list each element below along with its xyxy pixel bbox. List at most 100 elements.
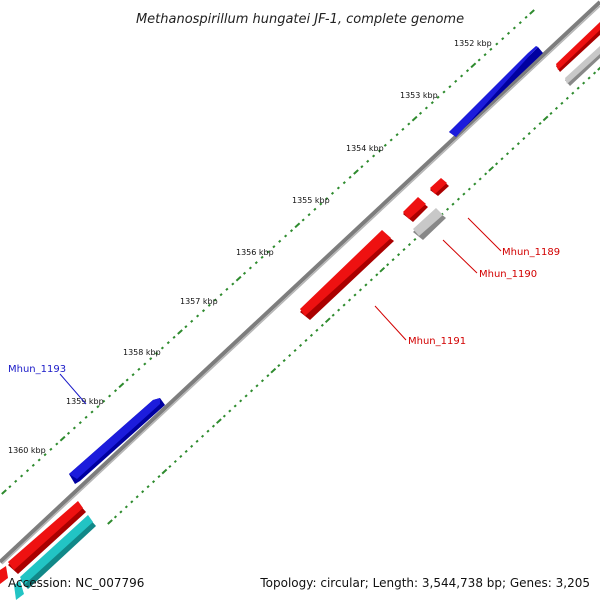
accession-text: Accession: NC_007796 (8, 576, 145, 590)
tick-mark (489, 47, 493, 51)
tick-mark (301, 218, 305, 222)
tick-mark (369, 278, 373, 282)
map-title: Methanospirillum hungatei JF-1, complete… (136, 12, 464, 27)
tick-mark (172, 335, 176, 339)
tick-mark (96, 405, 100, 409)
tick-mark (348, 175, 352, 179)
gene-forward[interactable] (449, 46, 543, 137)
tick-mark (407, 242, 412, 247)
tick-mark (386, 263, 390, 267)
tick-mark (14, 479, 18, 483)
tick-mark (470, 62, 477, 69)
tick-mark (529, 9, 535, 15)
tick-mark (407, 122, 411, 126)
tick-mark (298, 343, 303, 348)
tick-mark (309, 333, 314, 337)
gene-reverse-top[interactable] (556, 22, 600, 72)
tick-mark (391, 258, 395, 262)
tick-mark (413, 237, 417, 242)
tick-mark (549, 111, 553, 115)
tick-mark (78, 421, 82, 425)
tick-mark (500, 157, 504, 161)
tick-mark (119, 510, 123, 514)
tick-mark (571, 91, 575, 95)
tick-mark (266, 250, 270, 254)
tick-mark (462, 192, 466, 196)
tick-mark (184, 325, 188, 329)
label-mhun-1191[interactable]: Mhun_1191 (408, 336, 466, 347)
tick-mark (239, 399, 243, 403)
tick-mark (456, 197, 461, 201)
tick-mark (522, 137, 526, 141)
tick-mark (342, 303, 346, 307)
tick-mark (235, 275, 242, 282)
gene-mhun-1193[interactable] (69, 398, 165, 484)
tick-mark (582, 81, 586, 85)
tick-mark (477, 58, 481, 62)
position-label: 1359 kbp (66, 397, 104, 406)
tick-mark (37, 458, 41, 462)
tick-mark (118, 382, 125, 389)
tick-mark (478, 177, 482, 181)
tick-mark (289, 229, 294, 233)
tick-mark (319, 202, 323, 206)
tick-mark (125, 378, 129, 382)
tick-mark (254, 261, 258, 265)
tick-mark (225, 287, 229, 291)
tick-mark (395, 133, 399, 137)
tick-mark (505, 152, 510, 156)
tick-mark (467, 187, 471, 191)
tick-mark (266, 374, 270, 378)
tick-mark (206, 429, 210, 433)
gene-reverse-bottom[interactable] (0, 501, 86, 584)
tick-mark (113, 389, 118, 393)
tick-mark (430, 101, 434, 105)
label-mhun-1189[interactable]: Mhun_1189 (502, 247, 560, 258)
tick-mark (66, 431, 71, 435)
position-labels: 1352 kbp 1353 kbp 1354 kbp 1355 kbp 1356… (8, 39, 492, 455)
gene-mhun-1191[interactable] (300, 230, 394, 320)
tick-mark (293, 348, 297, 353)
tick-mark (527, 132, 531, 136)
tick-mark (337, 308, 341, 312)
tick-mark (465, 69, 470, 73)
tick-mark (460, 74, 464, 78)
tick-mark (560, 101, 564, 105)
tick-mark (324, 317, 331, 324)
position-label: 1358 kbp (123, 348, 161, 357)
tick-mark (484, 172, 488, 176)
label-mhun-1193[interactable]: Mhun_1193 (8, 364, 66, 375)
label-mhun-1190[interactable]: Mhun_1190 (479, 269, 537, 280)
gene-mhun-1190[interactable] (413, 208, 446, 240)
tick-mark (102, 399, 106, 403)
tick-mark (442, 90, 446, 94)
tick-mark (107, 519, 113, 525)
gene-pseudo-top[interactable] (565, 46, 600, 86)
tick-mark (396, 253, 401, 257)
tick-mark (512, 26, 516, 30)
gene-reverse-small[interactable] (403, 197, 428, 222)
tick-mark (244, 394, 248, 398)
gene-rna-bottom[interactable] (14, 515, 96, 600)
tick-mark (364, 283, 368, 287)
tick-mark (272, 245, 276, 249)
tick-mark (353, 169, 359, 175)
gene-mhun-1189[interactable] (430, 178, 449, 196)
tick-mark (358, 288, 363, 292)
tick-mark (195, 439, 199, 443)
genome-backbone (0, 0, 600, 564)
tick-mark (211, 424, 216, 428)
tick-mark (288, 353, 292, 358)
tick-mark (389, 138, 393, 142)
tick-mark (255, 384, 259, 388)
tick-mark (347, 298, 352, 302)
tick-mark (436, 95, 440, 99)
tick-mark (160, 346, 164, 350)
tick-mark (565, 96, 569, 100)
tick-mark (331, 313, 335, 317)
tick-mark (25, 469, 30, 473)
tick-mark (55, 442, 59, 446)
tick-mark (592, 71, 597, 75)
tick-mark (315, 328, 319, 332)
tick-mark (20, 474, 24, 478)
